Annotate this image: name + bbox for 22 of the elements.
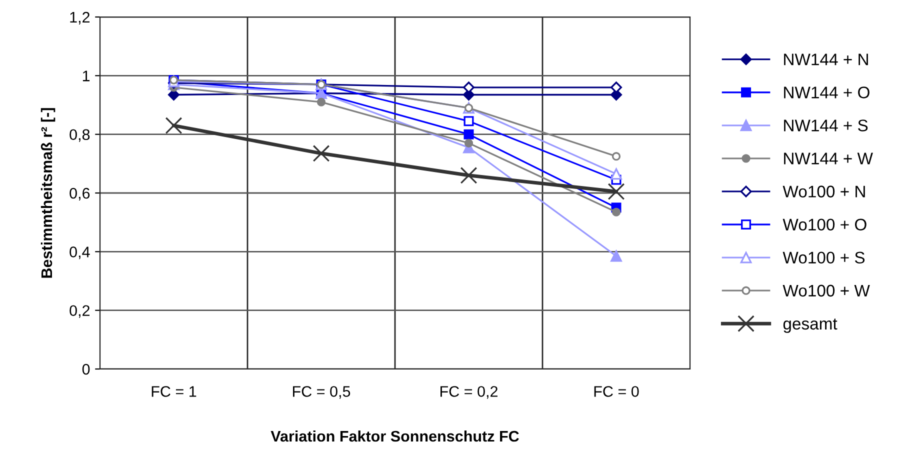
y-tick-label: 0,6 — [70, 188, 90, 200]
y-axis-title: Bestimmtheitsmaß r² [-] — [40, 108, 56, 278]
legend-label: NW144 + S — [784, 120, 868, 132]
legend-label: NW144 + W — [784, 152, 873, 164]
legend-label: gesamt — [783, 318, 838, 333]
y-tick-label: 1 — [82, 70, 90, 82]
x-tick-label: FC = 0,2 — [440, 386, 498, 399]
legend-label: Wo100 + O — [782, 218, 866, 231]
x-tick-label: FC = 0,5 — [292, 386, 350, 399]
legend-label: NW144 + O — [784, 86, 870, 98]
y-tick-label: 0,4 — [70, 246, 90, 260]
legend-label: Wo100 + S — [782, 252, 865, 264]
y-tick-label: 0,2 — [70, 305, 90, 318]
legend-label: NW144 + N — [784, 54, 868, 66]
x-axis-title: Variation Faktor Sonnenschutz FC — [270, 430, 519, 442]
y-tick-label: 1,2 — [70, 12, 90, 24]
x-tick-label: FC = 0 — [594, 386, 639, 397]
legend-label: Wo100 + W — [782, 284, 870, 297]
legend-label: Wo100 + N — [782, 186, 865, 198]
y-tick-label: 0 — [82, 364, 90, 375]
x-tick-label: FC = 1 — [152, 386, 196, 397]
y-tick-label: 0,8 — [70, 129, 90, 142]
